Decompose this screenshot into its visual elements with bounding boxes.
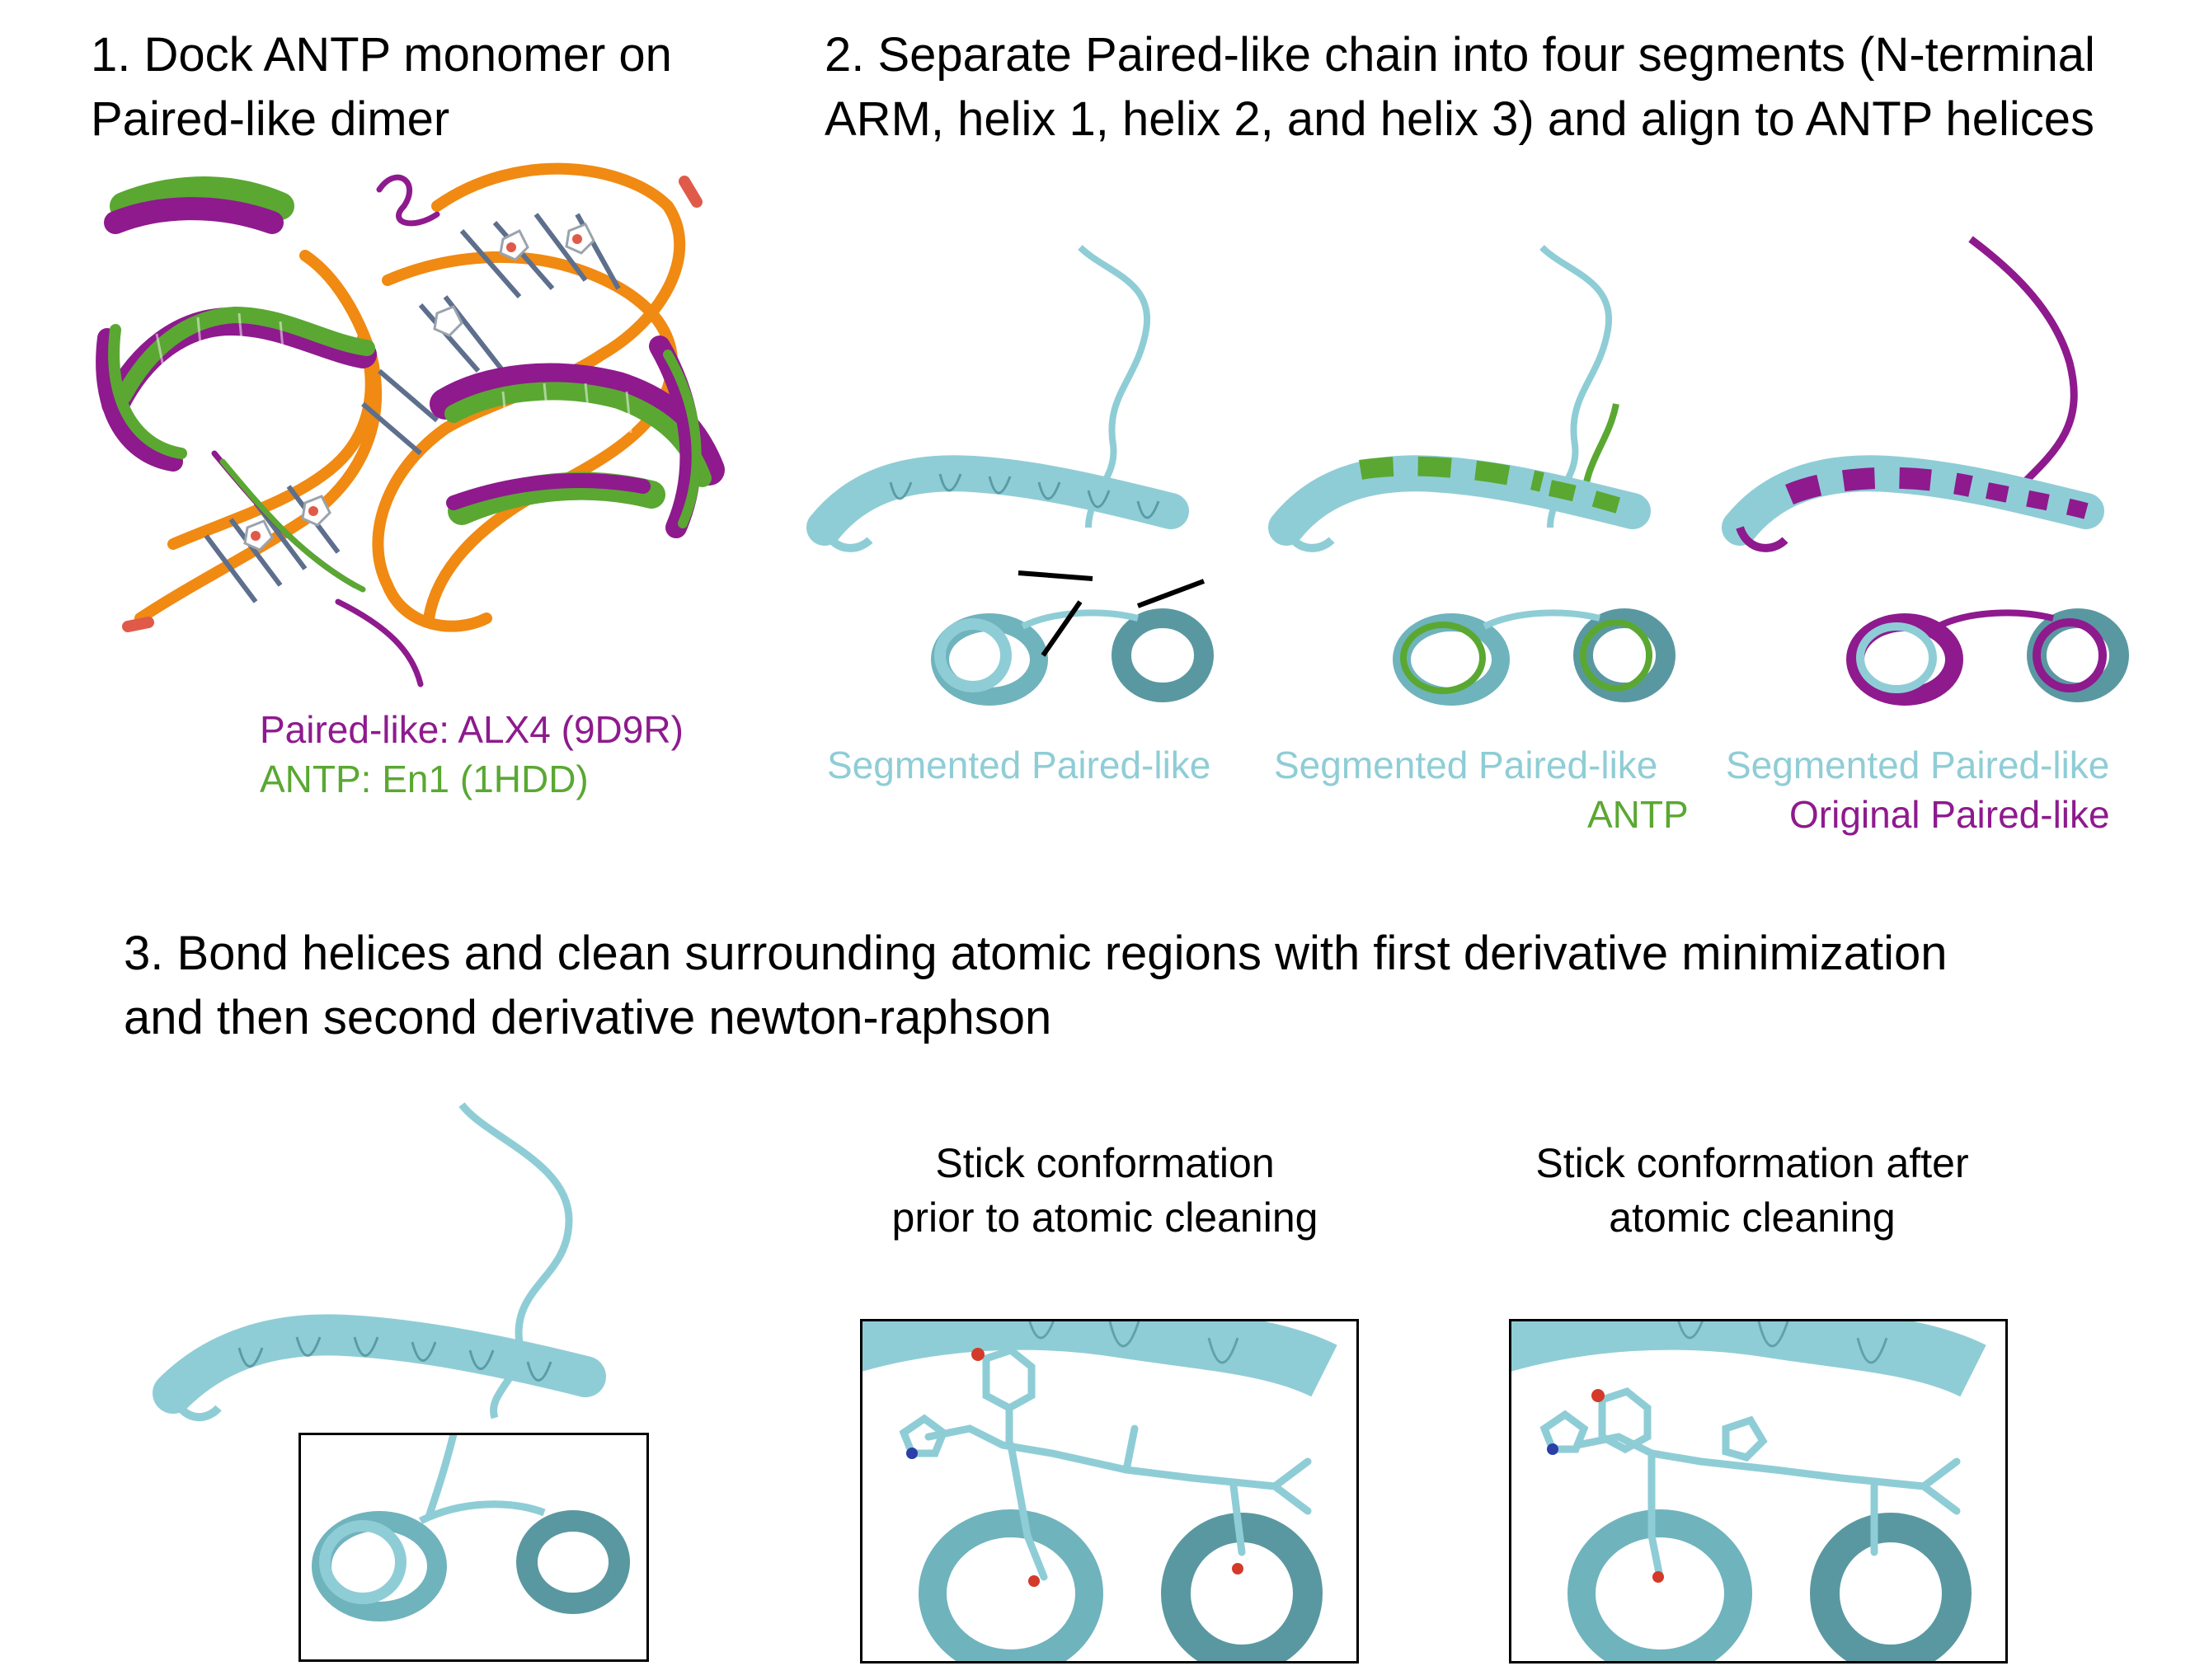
- zoom-region-box: [298, 1433, 649, 1662]
- dna-protein-complex-figure: [96, 162, 725, 687]
- step2-title: 2. Separate Paired-like chain into four …: [825, 28, 2095, 146]
- step3-title: 3. Bond helices and clean surrounding at…: [124, 927, 1948, 1044]
- legend-antp: ANTP: En1 (1HDD): [260, 758, 589, 800]
- after-cleaning-sticks: [1511, 1321, 1986, 1661]
- before-cleaning-panel: [860, 1319, 1359, 1664]
- step1-title: 1. Dock ANTP monomer on Paired-like dime…: [91, 28, 672, 146]
- bonded-helices-structure: [153, 1102, 630, 1621]
- panel3-label-a: Segmented Paired-like: [1726, 744, 2110, 786]
- after-cleaning-panel: [1509, 1319, 2008, 1664]
- panel1-label: Segmented Paired-like: [827, 744, 1211, 786]
- before-cleaning-sticks: [862, 1321, 1337, 1661]
- segmented-paired-like-structure: [806, 245, 1214, 706]
- panel3-label-b: Original Paired-like: [1789, 793, 2110, 836]
- segmented-vs-original-structure: [1722, 236, 2129, 706]
- after-cleaning-caption: Stick conformation after atomic cleaning: [1535, 1140, 1969, 1241]
- panel2-label-a: Segmented Paired-like: [1274, 744, 1658, 786]
- panel2-label-b: ANTP: [1587, 793, 1689, 836]
- before-cleaning-caption: Stick conformation prior to atomic clean…: [891, 1140, 1318, 1241]
- legend-paired-like: Paired-like: ALX4 (9D9R): [260, 708, 684, 751]
- segmented-vs-antp-structure: [1268, 245, 1676, 706]
